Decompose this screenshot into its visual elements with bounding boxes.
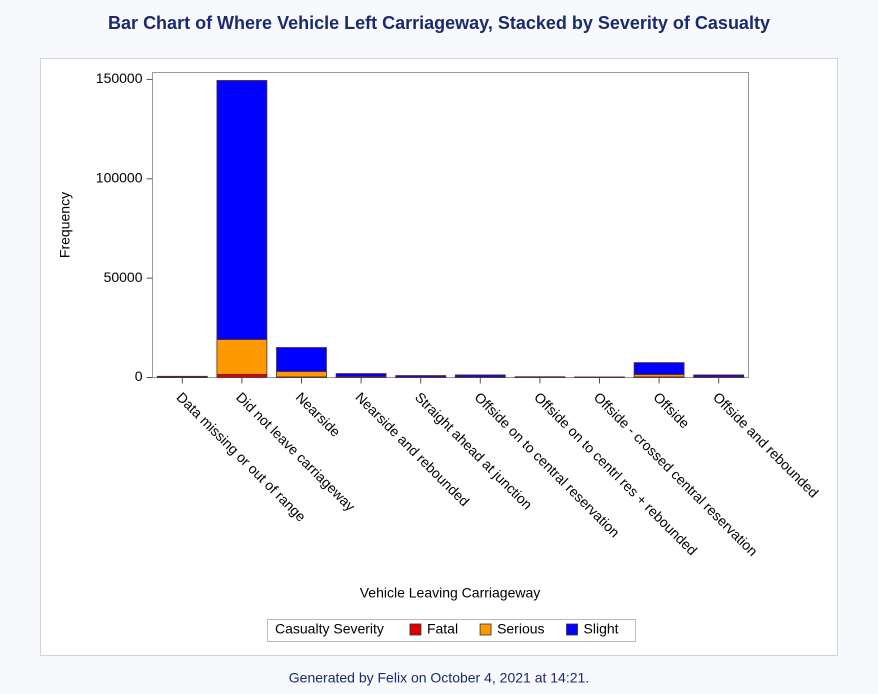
legend-title: Casualty Severity xyxy=(275,621,384,637)
bar-segment xyxy=(395,375,447,378)
bar-segment xyxy=(514,376,566,378)
bar-segment xyxy=(276,371,327,378)
legend-swatch xyxy=(409,623,422,636)
bar-segment xyxy=(216,373,268,378)
plot-frame xyxy=(152,72,749,378)
legend-box xyxy=(267,619,636,642)
bar-segment xyxy=(693,374,745,378)
bar-segment xyxy=(633,362,685,375)
chart-title: Bar Chart of Where Vehicle Left Carriage… xyxy=(108,13,770,33)
legend-label: Slight xyxy=(584,621,619,637)
legend-swatch xyxy=(479,623,492,636)
bar-segment xyxy=(216,339,268,375)
bar-segment xyxy=(216,80,268,340)
bar-segment xyxy=(335,373,387,378)
legend-label: Serious xyxy=(497,621,544,637)
y-axis-label: Frequency xyxy=(57,192,73,258)
y-tick-label: 150000 xyxy=(96,70,143,86)
legend-swatch xyxy=(566,623,578,636)
panel xyxy=(40,58,838,656)
bar-segment xyxy=(276,347,327,372)
y-tick-label: 100000 xyxy=(96,170,143,186)
y-tick-label: 50000 xyxy=(104,269,143,285)
x-axis-label: Vehicle Leaving Carriageway xyxy=(360,585,541,601)
bar-segment xyxy=(156,375,208,378)
y-tick-label: 0 xyxy=(135,368,143,384)
bar-segment xyxy=(454,374,506,378)
legend-label: Fatal xyxy=(427,621,458,637)
footnote: Generated by Felix on October 4, 2021 at… xyxy=(289,670,589,686)
